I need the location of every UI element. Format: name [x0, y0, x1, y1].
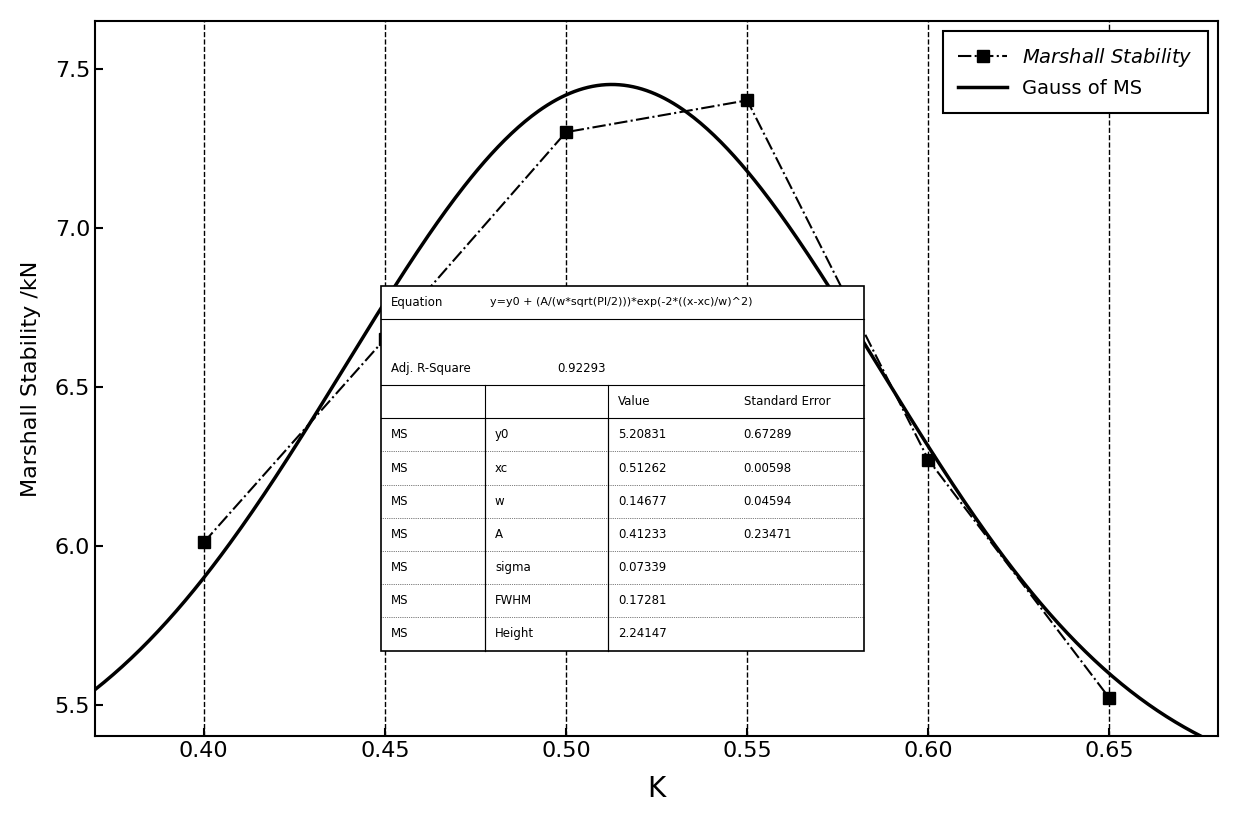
X-axis label: K: K: [648, 775, 665, 803]
Legend: $\mathit{Marshall\ Stability}$, Gauss of MS: $\mathit{Marshall\ Stability}$, Gauss of…: [943, 30, 1208, 114]
Y-axis label: Marshall Stability /kN: Marshall Stability /kN: [21, 260, 41, 497]
